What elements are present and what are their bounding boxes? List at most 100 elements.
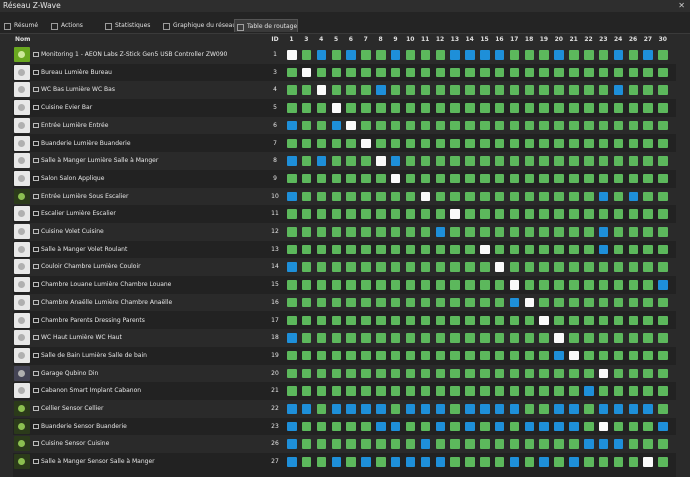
route-cell[interactable] (494, 138, 505, 148)
route-cell[interactable] (524, 315, 535, 325)
route-cell[interactable] (613, 333, 624, 343)
route-cell[interactable] (316, 280, 327, 290)
route-cell[interactable] (598, 457, 609, 467)
route-cell[interactable] (287, 103, 297, 113)
route-cell[interactable] (361, 368, 371, 379)
route-cell[interactable] (524, 156, 535, 166)
route-cell[interactable] (569, 280, 579, 290)
route-cell[interactable] (480, 191, 490, 202)
route-cell[interactable] (494, 156, 505, 166)
route-cell[interactable] (376, 368, 386, 379)
route-cell[interactable] (569, 138, 579, 148)
route-cell[interactable] (598, 280, 609, 290)
route-cell[interactable] (287, 173, 297, 184)
route-cell[interactable] (465, 103, 475, 113)
column-header-1[interactable]: 1 (289, 36, 294, 43)
route-cell[interactable] (584, 227, 594, 237)
route-cell[interactable] (346, 191, 356, 202)
route-cell[interactable] (584, 315, 594, 325)
route-cell[interactable] (435, 67, 445, 78)
route-cell[interactable] (494, 103, 505, 113)
route-cell[interactable] (435, 421, 445, 432)
route-cell[interactable] (435, 85, 445, 95)
route-cell[interactable] (287, 244, 297, 255)
route-cell[interactable] (509, 209, 520, 219)
route-cell[interactable] (494, 50, 505, 60)
route-cell[interactable] (524, 85, 535, 95)
route-cell[interactable] (643, 333, 653, 343)
route-cell[interactable] (494, 173, 505, 184)
route-cell[interactable] (643, 315, 653, 325)
route-cell[interactable] (331, 404, 342, 414)
column-header-12[interactable]: 12 (435, 36, 445, 43)
route-cell[interactable] (435, 227, 445, 237)
route-cell[interactable] (301, 244, 312, 255)
route-cell[interactable] (524, 386, 535, 396)
route-cell[interactable] (346, 421, 356, 432)
route-cell[interactable] (346, 280, 356, 290)
route-cell[interactable] (628, 227, 639, 237)
route-cell[interactable] (539, 120, 549, 131)
route-cell[interactable] (658, 457, 668, 467)
route-cell[interactable] (613, 156, 624, 166)
route-cell[interactable] (465, 244, 475, 255)
route-cell[interactable] (405, 315, 416, 325)
route-cell[interactable] (524, 244, 535, 255)
route-cell[interactable] (539, 333, 549, 343)
route-cell[interactable] (539, 421, 549, 432)
route-cell[interactable] (287, 138, 297, 148)
route-cell[interactable] (420, 191, 431, 202)
route-cell[interactable] (494, 297, 505, 308)
route-cell[interactable] (331, 421, 342, 432)
route-cell[interactable] (569, 103, 579, 113)
table-row[interactable]: Salon Salon Applique 9 (13, 169, 676, 188)
route-cell[interactable] (450, 297, 460, 308)
route-cell[interactable] (539, 67, 549, 78)
route-cell[interactable] (554, 280, 564, 290)
device-name[interactable]: Entrée Lumière Sous Escalier (33, 188, 128, 206)
route-cell[interactable] (420, 404, 431, 414)
route-cell[interactable] (509, 333, 520, 343)
route-cell[interactable] (569, 209, 579, 219)
route-cell[interactable] (287, 350, 297, 361)
route-cell[interactable] (628, 350, 639, 361)
table-row[interactable]: Entrée Lumière Sous Escalier 10 (13, 187, 676, 206)
column-header-6[interactable]: 6 (348, 36, 353, 43)
route-cell[interactable] (480, 244, 490, 255)
route-cell[interactable] (450, 227, 460, 237)
route-cell[interactable] (331, 262, 342, 272)
route-cell[interactable] (405, 191, 416, 202)
route-cell[interactable] (316, 50, 327, 60)
device-name[interactable]: Garage Qubino Din (33, 365, 98, 383)
route-cell[interactable] (405, 262, 416, 272)
route-cell[interactable] (405, 386, 416, 396)
route-cell[interactable] (376, 333, 386, 343)
route-cell[interactable] (539, 350, 549, 361)
device-name[interactable]: Cellier Sensor Cellier (33, 400, 103, 418)
column-header-21[interactable]: 21 (569, 36, 578, 43)
route-cell[interactable] (524, 191, 535, 202)
route-cell[interactable] (480, 386, 490, 396)
route-cell[interactable] (509, 244, 520, 255)
route-cell[interactable] (509, 173, 520, 184)
route-cell[interactable] (569, 173, 579, 184)
route-cell[interactable] (569, 120, 579, 131)
route-cell[interactable] (480, 350, 490, 361)
route-cell[interactable] (524, 173, 535, 184)
route-cell[interactable] (331, 315, 342, 325)
route-cell[interactable] (405, 227, 416, 237)
route-cell[interactable] (643, 262, 653, 272)
table-row[interactable]: Salle à Manger Sensor Salle à Manger 27 (13, 453, 676, 471)
route-cell[interactable] (361, 173, 371, 184)
route-cell[interactable] (569, 421, 579, 432)
route-cell[interactable] (346, 227, 356, 237)
route-cell[interactable] (643, 67, 653, 78)
route-cell[interactable] (331, 439, 342, 449)
route-cell[interactable] (658, 209, 668, 219)
route-cell[interactable] (628, 457, 639, 467)
route-cell[interactable] (465, 315, 475, 325)
route-cell[interactable] (346, 333, 356, 343)
route-cell[interactable] (435, 173, 445, 184)
table-row[interactable]: Chambre Anaëlle Lumière Chambre Anaëlle 1… (13, 293, 676, 312)
route-cell[interactable] (628, 280, 639, 290)
